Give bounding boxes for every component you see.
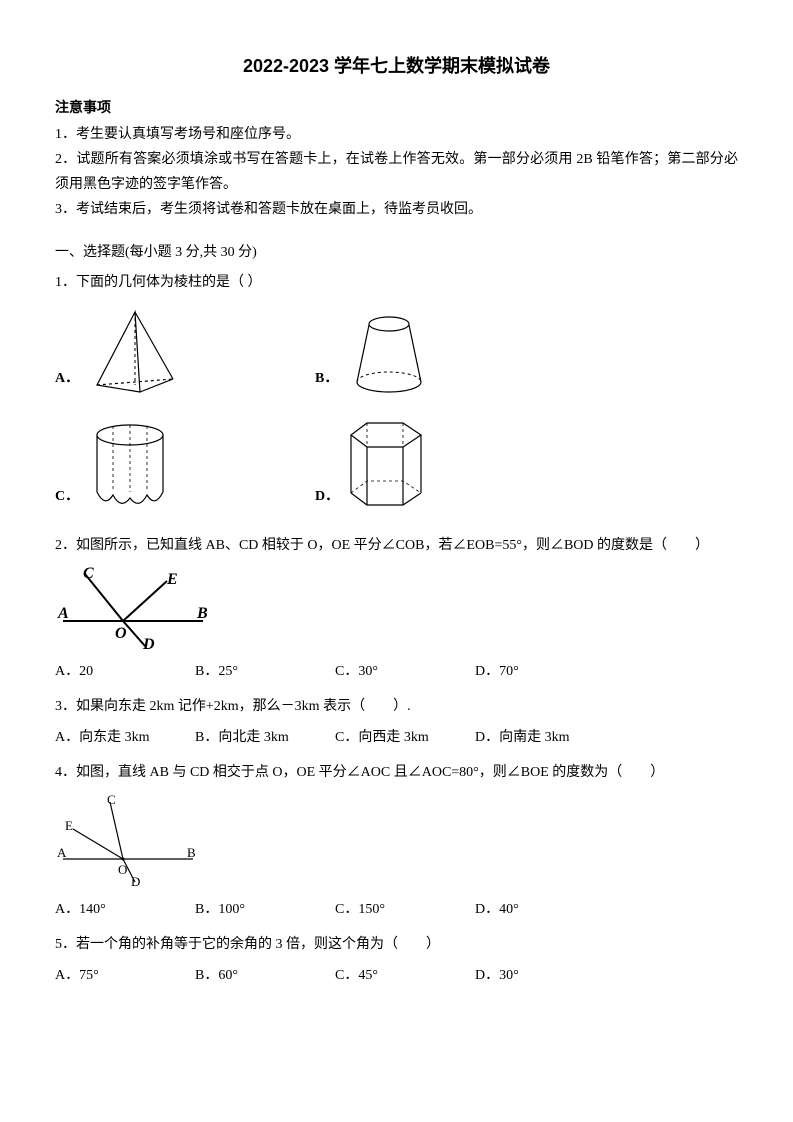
q1-option-b: B． — [315, 312, 575, 397]
q1-option-c: C． — [55, 420, 315, 515]
q5-choice-d: D．30° — [475, 963, 615, 988]
option-label: A． — [55, 366, 79, 397]
q4-choice-b: B．100° — [195, 897, 335, 922]
q3-choice-c: C．向西走 3km — [335, 725, 475, 750]
q2-choice-a: A．20 — [55, 659, 195, 684]
question-1-text: 1．下面的几何体为棱柱的是（ ） — [55, 270, 738, 295]
notice-heading: 注意事项 — [55, 96, 738, 121]
q3-choices: A．向东走 3km B．向北走 3km C．向西走 3km D．向南走 3km — [55, 725, 738, 750]
diagram-label-a: A — [57, 845, 67, 860]
q5-choice-b: B．60° — [195, 963, 335, 988]
q4-choice-d: D．40° — [475, 897, 615, 922]
notice-item: 2．试题所有答案必须填涂或书写在答题卡上，在试卷上作答无效。第一部分必须用 2B… — [55, 147, 738, 197]
diagram-label-b: B — [196, 605, 208, 622]
q2-choice-d: D．70° — [475, 659, 615, 684]
question-5-text: 5．若一个角的补角等于它的余角的 3 倍，则这个角为（ ） — [55, 932, 738, 957]
diagram-label-e: E — [65, 818, 73, 833]
option-label: D． — [315, 484, 339, 515]
q1-options-row-1: A． B． — [55, 307, 738, 397]
q5-choices: A．75° B．60° C．45° D．30° — [55, 963, 738, 988]
diagram-label-c: C — [83, 566, 94, 582]
q1-option-d: D． — [315, 415, 575, 515]
notice-list: 1．考生要认真填写考场号和座位序号。 2．试题所有答案必须填涂或书写在答题卡上，… — [55, 122, 738, 223]
pyramid-icon — [85, 307, 185, 397]
frustum-cone-icon — [344, 312, 434, 397]
q4-choice-a: A．140° — [55, 897, 195, 922]
question-3-text: 3．如果向东走 2km 记作+2km，那么－3km 表示（ ）. — [55, 694, 738, 719]
hexagonal-prism-icon — [345, 415, 435, 515]
option-label: C． — [55, 484, 79, 515]
diagram-label-c: C — [107, 794, 116, 807]
q3-choice-d: D．向南走 3km — [475, 725, 615, 750]
q5-choice-a: A．75° — [55, 963, 195, 988]
question-4-text: 4．如图，直线 AB 与 CD 相交于点 O，OE 平分∠AOC 且∠AOC=8… — [55, 760, 738, 785]
q2-angle-diagram: C E A O B D — [55, 566, 215, 651]
option-label: B． — [315, 366, 338, 397]
q5-choice-c: C．45° — [335, 963, 475, 988]
diagram-label-o: O — [115, 625, 127, 642]
q1-option-a: A． — [55, 307, 315, 397]
notice-item: 3．考试结束后，考生须将试卷和答题卡放在桌面上，待监考员收回。 — [55, 197, 738, 222]
question-2-text: 2．如图所示，已知直线 AB、CD 相较于 O，OE 平分∠COB，若∠EOB=… — [55, 533, 738, 558]
diagram-label-e: E — [166, 571, 178, 588]
q4-choices: A．140° B．100° C．150° D．40° — [55, 897, 738, 922]
q1-options-row-2: C． D． — [55, 415, 738, 515]
q3-choice-a: A．向东走 3km — [55, 725, 195, 750]
q2-choice-c: C．30° — [335, 659, 475, 684]
diagram-label-a: A — [57, 605, 69, 622]
cylinder-scalloped-icon — [85, 420, 175, 515]
diagram-label-d: D — [142, 636, 155, 651]
q4-choice-c: C．150° — [335, 897, 475, 922]
q3-choice-b: B．向北走 3km — [195, 725, 335, 750]
diagram-label-d: D — [131, 874, 140, 889]
notice-item: 1．考生要认真填写考场号和座位序号。 — [55, 122, 738, 147]
diagram-label-o: O — [118, 862, 127, 877]
section-heading: 一、选择题(每小题 3 分,共 30 分) — [55, 240, 738, 265]
q4-angle-diagram: C E A O B D — [55, 794, 205, 889]
diagram-label-b: B — [187, 845, 196, 860]
q2-choice-b: B．25° — [195, 659, 335, 684]
q2-choices: A．20 B．25° C．30° D．70° — [55, 659, 738, 684]
page-title: 2022-2023 学年七上数学期末模拟试卷 — [55, 50, 738, 82]
